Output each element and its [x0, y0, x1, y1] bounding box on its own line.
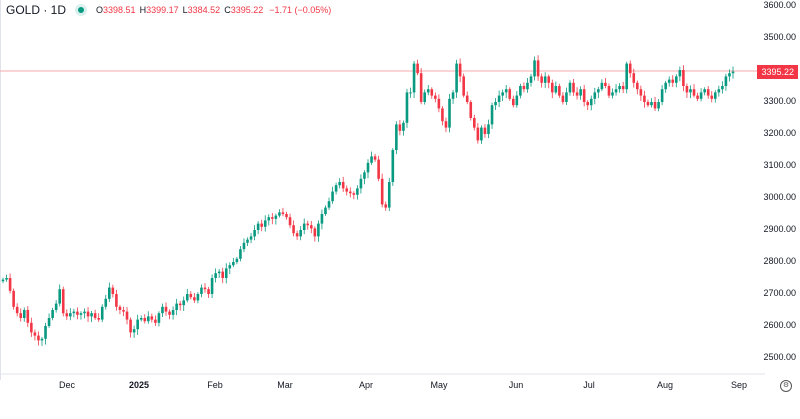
price-tick-label: 3500.00 [763, 32, 796, 42]
time-tick-label: Jun [508, 380, 524, 390]
symbol-label[interactable]: GOLD · 1D [6, 3, 67, 17]
price-tick-label: 2700.00 [763, 288, 796, 298]
current-price-tag: 3395.22 [757, 65, 798, 79]
time-tick-label: Mar [277, 380, 293, 390]
price-tick-label: 3200.00 [763, 128, 796, 138]
chart-legend: GOLD · 1D O 3398.51 H 3399.17 L 3384.52 C 33… [6, 2, 331, 18]
change-value: −1.71 (−0.05%) [269, 5, 332, 15]
high-value: 3399.17 [146, 5, 179, 15]
time-tick-label: Jul [583, 380, 595, 390]
close-key: C [224, 5, 231, 15]
open-value: 3398.51 [103, 5, 136, 15]
high-key: H [139, 5, 147, 15]
time-tick-label: Dec [58, 380, 76, 390]
open-key: O [96, 5, 104, 15]
settings-icon[interactable]: ⚙ [780, 380, 792, 392]
market-status-icon [78, 7, 85, 13]
time-tick-label: Aug [656, 380, 674, 390]
time-tick-label: 2025 [128, 380, 150, 390]
time-tick-label: May [430, 380, 448, 390]
time-tick-label: Sep [730, 380, 748, 390]
price-tick-label: 2900.00 [763, 224, 796, 234]
candles-group [1, 55, 735, 346]
price-tick-label: 3600.00 [763, 0, 796, 10]
price-tick-label: 2800.00 [763, 256, 796, 266]
price-tick-label: 3000.00 [763, 192, 796, 202]
time-tick-label: Feb [207, 380, 223, 390]
time-tick-label: Apr [358, 380, 374, 390]
price-tick-label: 2600.00 [763, 320, 796, 330]
price-tick-label: 3100.00 [763, 160, 796, 170]
close-value: 3395.22 [230, 5, 264, 15]
low-value: 3384.52 [187, 5, 221, 15]
price-tick-label: 2500.00 [763, 352, 796, 362]
low-key: L [182, 5, 188, 15]
price-tick-label: 3300.00 [763, 96, 796, 106]
